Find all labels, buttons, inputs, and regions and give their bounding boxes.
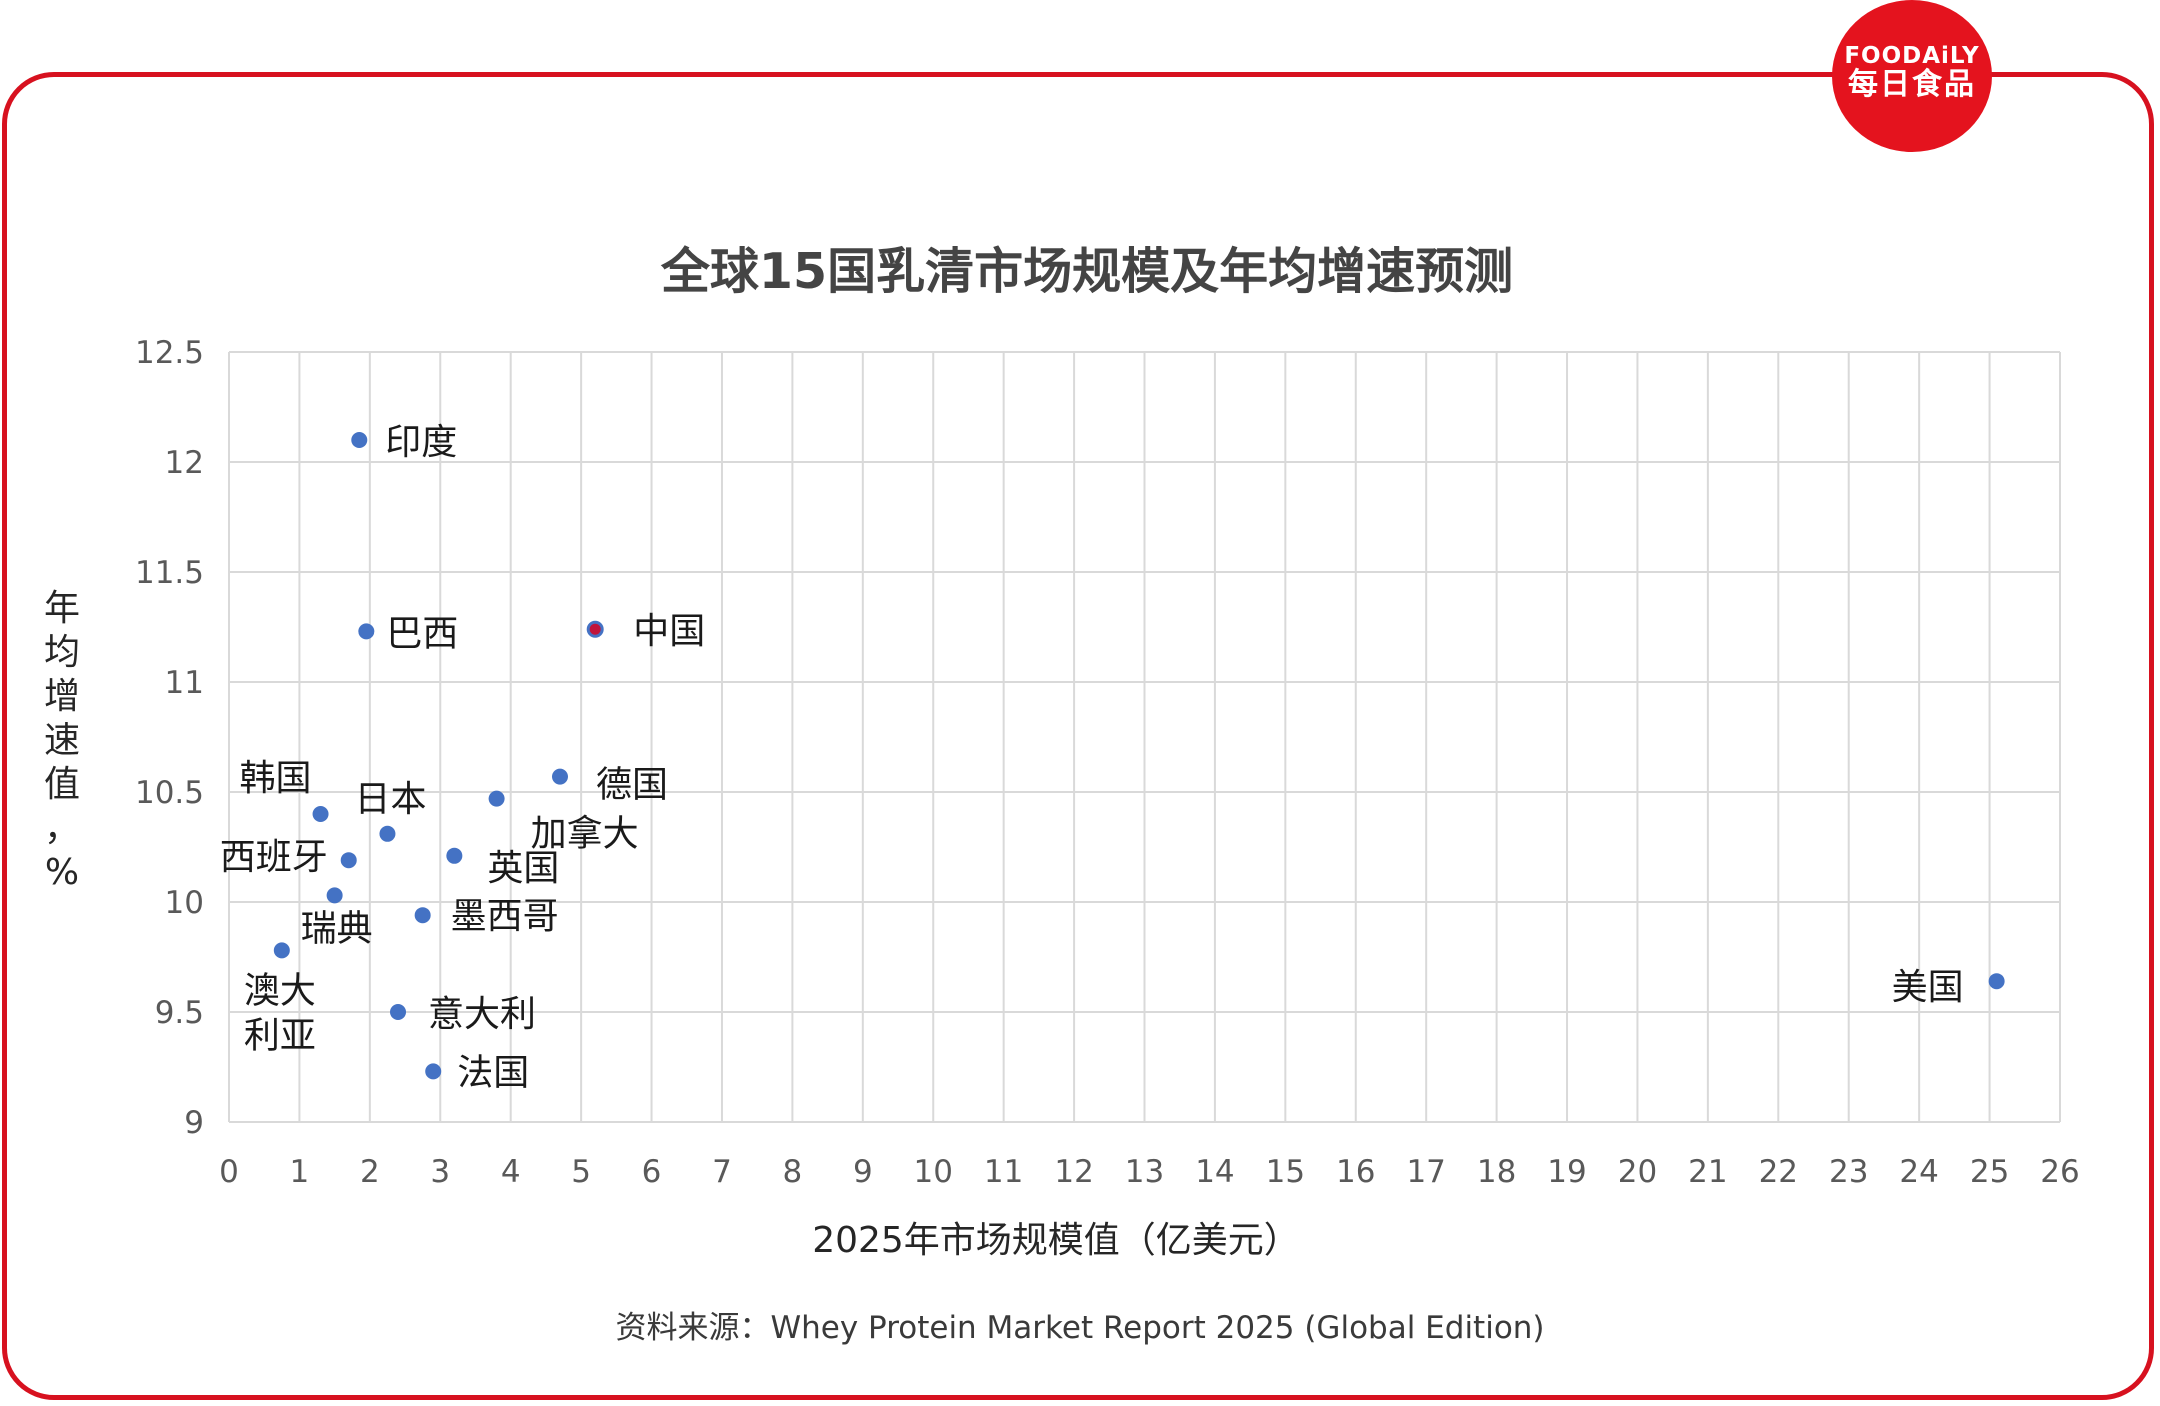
x-tick-label: 2 <box>360 1154 380 1190</box>
point-label: 西班牙 <box>220 837 328 878</box>
y-axis-title-char: 年 <box>44 588 80 629</box>
x-tick-label: 17 <box>1406 1154 1445 1190</box>
point-label: 利亚 <box>244 1015 316 1056</box>
point-label: 巴西 <box>386 613 458 654</box>
data-point <box>390 1004 407 1020</box>
x-tick-label: 10 <box>914 1154 953 1190</box>
y-axis-title-char: 值 <box>44 764 80 805</box>
y-axis-title-char: 增 <box>44 676 80 717</box>
source-note: 资料来源：Whey Protein Market Report 2025 (Gl… <box>615 1310 1544 1346</box>
grid-lines <box>228 351 2061 1123</box>
y-tick-label: 10.5 <box>135 775 204 811</box>
x-tick-label: 12 <box>1054 1154 1093 1190</box>
x-tick-label: 1 <box>290 1154 310 1190</box>
chart-title: 全球15国乳清市场规模及年均增速预测 <box>660 243 1513 300</box>
point-label: 美国 <box>1892 967 1964 1008</box>
x-tick-label: 15 <box>1266 1154 1305 1190</box>
point-label: 意大利 <box>428 994 536 1035</box>
x-tick-labels: 0 1 2 3 4 5 6 7 8 9 10 11 12 13 14 15 16 17 18 19 20 21 22 23 24… <box>219 1154 2080 1190</box>
data-point <box>351 432 368 448</box>
point-label: 墨西哥 <box>451 896 559 937</box>
x-tick-label: 13 <box>1125 1154 1164 1190</box>
y-tick-label: 11.5 <box>135 555 204 591</box>
x-tick-label: 0 <box>219 1154 239 1190</box>
x-tick-label: 9 <box>853 1154 873 1190</box>
data-point <box>488 790 505 807</box>
x-tick-label: 14 <box>1195 1154 1234 1190</box>
x-tick-label: 22 <box>1759 1154 1798 1190</box>
x-tick-label: 25 <box>1970 1154 2009 1190</box>
data-point <box>551 768 568 785</box>
point-label: 德国 <box>596 765 668 806</box>
data-points <box>273 432 2005 1080</box>
data-point <box>340 852 357 869</box>
point-label: 加拿大 <box>531 814 639 855</box>
y-tick-label: 10 <box>165 885 204 921</box>
y-tick-label: 9 <box>184 1105 204 1141</box>
x-tick-label: 4 <box>501 1154 521 1190</box>
x-axis-title: 2025年市场规模值（亿美元） <box>812 1220 1300 1261</box>
point-label: 英国 <box>487 848 559 889</box>
x-tick-label: 5 <box>571 1154 591 1190</box>
data-point <box>1988 973 2005 990</box>
data-point <box>586 620 604 638</box>
point-label: 法国 <box>457 1052 529 1093</box>
point-label: 澳大 <box>244 970 316 1011</box>
y-tick-label: 12 <box>165 445 204 481</box>
x-tick-label: 3 <box>430 1154 450 1190</box>
x-tick-label: 26 <box>2040 1154 2079 1190</box>
y-axis-title-char: ， <box>44 808 80 849</box>
data-point <box>358 623 375 640</box>
x-tick-label: 7 <box>712 1154 732 1190</box>
y-tick-labels: 9 9.5 10 10.5 11 11.5 12 12.5 <box>135 335 204 1141</box>
point-label: 印度 <box>385 422 457 463</box>
x-tick-label: 6 <box>642 1154 662 1190</box>
x-tick-label: 21 <box>1688 1154 1727 1190</box>
x-tick-label: 8 <box>783 1154 803 1190</box>
x-tick-label: 23 <box>1829 1154 1868 1190</box>
point-label: 中国 <box>633 611 705 652</box>
y-tick-label: 12.5 <box>135 335 204 371</box>
x-tick-label: 16 <box>1336 1154 1375 1190</box>
x-tick-label: 24 <box>1899 1154 1938 1190</box>
point-label: 瑞典 <box>301 908 373 949</box>
data-point <box>414 907 431 924</box>
chart-frame <box>2 72 2154 1400</box>
point-label: 韩国 <box>240 758 312 799</box>
y-axis-title-char: 速 <box>44 720 80 761</box>
logo-text-cjk: 每日食品 <box>1848 67 1976 102</box>
data-point <box>446 847 463 864</box>
data-point <box>379 825 396 842</box>
y-axis-title-char: % <box>45 852 79 893</box>
y-tick-label: 11 <box>165 665 204 701</box>
point-label: 日本 <box>354 779 426 820</box>
x-tick-label: 20 <box>1618 1154 1657 1190</box>
y-tick-label: 9.5 <box>155 995 204 1031</box>
data-point <box>273 942 290 959</box>
logo-text-latin: FOODAiLY <box>1844 43 1980 69</box>
y-axis-title-char: 均 <box>44 632 80 673</box>
x-tick-label: 18 <box>1477 1154 1516 1190</box>
data-point <box>326 887 343 904</box>
x-tick-label: 11 <box>984 1154 1023 1190</box>
data-point <box>425 1063 442 1080</box>
foodaily-logo: FOODAiLY 每日食品 <box>1832 0 1992 152</box>
x-tick-label: 19 <box>1547 1154 1586 1190</box>
data-point <box>312 806 329 822</box>
